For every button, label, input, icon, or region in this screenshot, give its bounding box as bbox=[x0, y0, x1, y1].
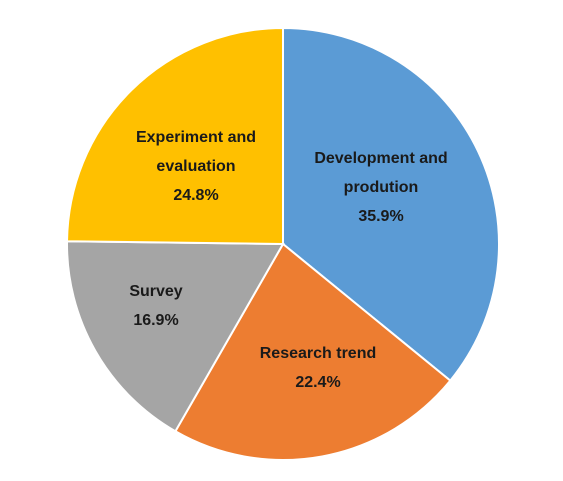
slice-label-research-trend: Research trend 22.4% bbox=[260, 345, 377, 391]
slice-name-line: Survey bbox=[129, 283, 182, 300]
pie-slice-research-trend bbox=[174, 242, 452, 461]
labels-layer: Development and prodution 35.9% Research tr… bbox=[129, 129, 447, 391]
slice-name-line: Development and bbox=[314, 150, 447, 167]
slice-name-line: evaluation bbox=[156, 158, 235, 175]
slice-value-label: 16.9% bbox=[133, 312, 178, 329]
slices-layer bbox=[66, 26, 500, 461]
slice-label-experiment-and-evaluation: Experiment and evaluation 24.8% bbox=[136, 129, 256, 204]
slice-value-label: 22.4% bbox=[295, 374, 340, 391]
slice-name-line: Experiment and bbox=[136, 129, 256, 146]
slice-label-survey: Survey 16.9% bbox=[129, 283, 182, 329]
slice-label-development-and-produtions: Development and prodution 35.9% bbox=[314, 150, 447, 225]
slice-name-line: Research trend bbox=[260, 345, 377, 362]
pie-slice-survey bbox=[66, 240, 285, 433]
pie-slice-development-and-produtions bbox=[282, 26, 500, 383]
slice-value-label: 24.8% bbox=[173, 187, 218, 204]
slice-value-label: 35.9% bbox=[358, 208, 403, 225]
slice-name-line: prodution bbox=[344, 179, 419, 196]
pie-slice-experiment-and-evaluation bbox=[66, 26, 284, 246]
